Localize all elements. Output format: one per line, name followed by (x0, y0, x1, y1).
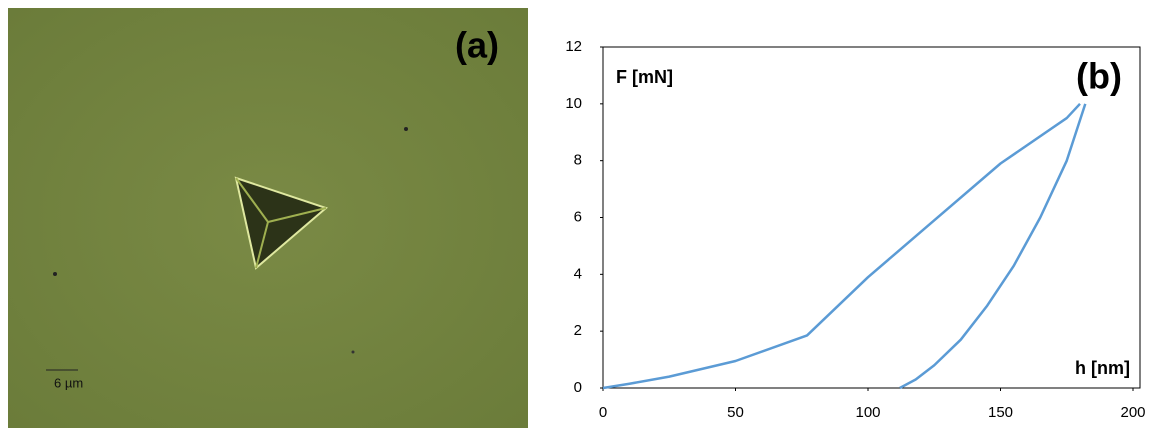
y-tick-label: 10 (565, 95, 582, 112)
panel-label: (a) (455, 25, 499, 66)
indent-edge (267, 207, 327, 223)
indent-edge (255, 221, 269, 269)
y-tick-label: 8 (574, 152, 582, 169)
x-tick-label: 150 (988, 404, 1013, 421)
x-tick-label: 50 (727, 404, 744, 421)
dust (404, 127, 408, 131)
y-tick-label: 12 (565, 38, 582, 55)
y-tick-label: 0 (574, 379, 582, 396)
x-tick-label: 200 (1120, 404, 1145, 421)
scale-bar-label: 6 µm (54, 375, 83, 390)
micrograph: 6 µm (a) (8, 8, 528, 428)
data-line (899, 103, 1087, 390)
dust (351, 350, 355, 354)
y-axis-label: F [mN] (616, 67, 673, 87)
dust (53, 272, 57, 276)
x-tick-label: 0 (599, 404, 607, 421)
y-tick-label: 2 (574, 322, 582, 339)
panel-label: (b) (1076, 56, 1122, 97)
x-tick-label: 100 (855, 404, 880, 421)
chart: (b) F [mN] h [nm] 0 2 4 6 8 10 12 0 50 100 150 200 (565, 38, 1145, 421)
y-tick-label: 4 (574, 265, 582, 282)
indent (234, 176, 328, 270)
x-axis-label: h [nm] (1075, 358, 1130, 378)
indent-edge (235, 177, 269, 223)
y-tick-label: 6 (574, 208, 582, 225)
plot-frame (602, 46, 1141, 389)
data-line (602, 102, 1081, 390)
